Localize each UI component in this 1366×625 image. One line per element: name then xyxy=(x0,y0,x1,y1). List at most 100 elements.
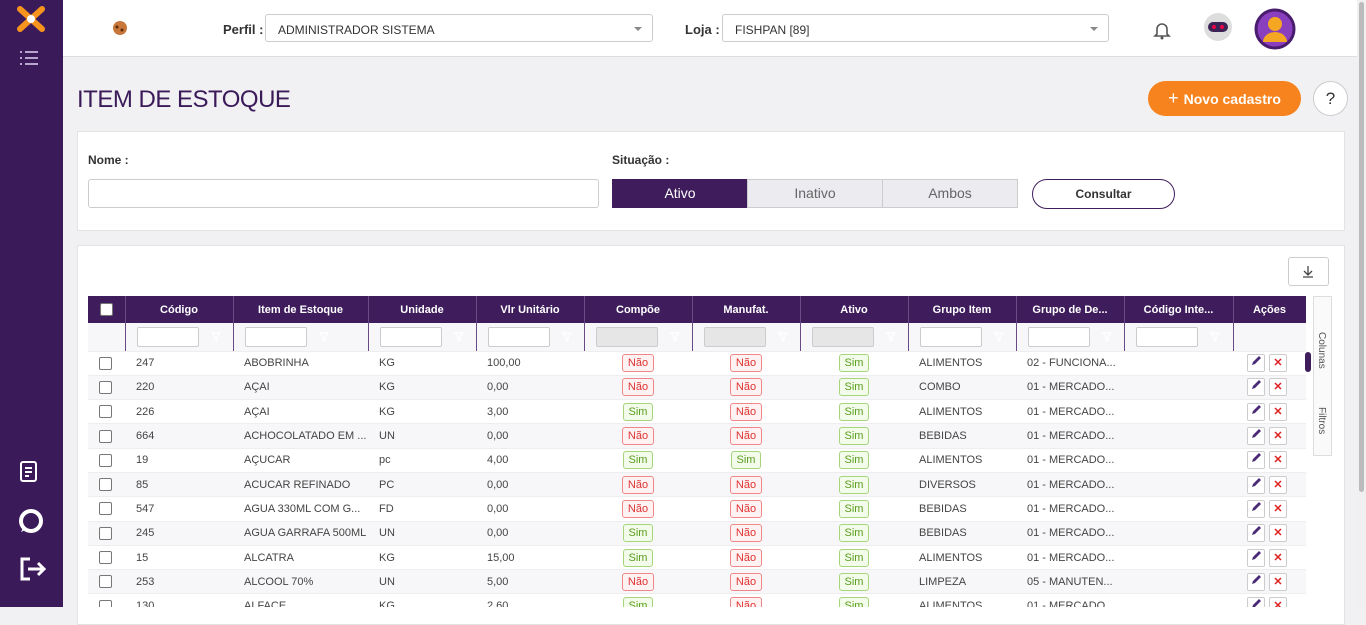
column-filter-input[interactable] xyxy=(1135,326,1198,347)
logout-icon[interactable] xyxy=(18,556,48,582)
cell-text: AGUA 330ML COM G... xyxy=(244,502,361,515)
row-select[interactable] xyxy=(88,593,125,607)
column-filter-input[interactable] xyxy=(379,326,442,347)
row-select[interactable] xyxy=(88,375,125,401)
table-cell: Não xyxy=(692,569,800,595)
column-filter-input[interactable] xyxy=(919,326,982,347)
cell-text: 0,00 xyxy=(487,478,509,491)
edit-button[interactable] xyxy=(1247,451,1265,470)
report-icon[interactable] xyxy=(19,460,41,484)
table-cell: 3,00 xyxy=(476,399,584,425)
new-button[interactable]: + Novo cadastro xyxy=(1148,81,1301,116)
column-header[interactable]: Vlr Unitário xyxy=(476,296,585,323)
filter-cell xyxy=(1016,323,1125,352)
delete-button[interactable]: ✕ xyxy=(1269,548,1287,567)
cell-text: 226 xyxy=(136,405,155,418)
table-cell: Não xyxy=(584,351,692,376)
column-filter-input[interactable] xyxy=(595,326,658,347)
status-option[interactable]: Ambos xyxy=(882,179,1018,208)
edit-button[interactable] xyxy=(1247,597,1265,607)
table-cell xyxy=(1124,521,1233,546)
table-scroll-thumb[interactable] xyxy=(1305,352,1311,372)
table-cell: ALFACE xyxy=(233,593,368,607)
edit-button[interactable] xyxy=(1247,427,1265,446)
row-select[interactable] xyxy=(88,569,125,595)
table-cell: 01 - MERCADO... xyxy=(1016,496,1124,522)
row-select[interactable] xyxy=(88,545,125,571)
delete-button[interactable]: ✕ xyxy=(1269,354,1287,373)
column-filter-input[interactable] xyxy=(703,326,766,347)
column-filter-input[interactable] xyxy=(487,326,550,347)
row-select[interactable] xyxy=(88,399,125,425)
select-all-cell[interactable] xyxy=(88,296,126,323)
whatsapp-icon[interactable] xyxy=(17,507,45,535)
status-badge: Sim xyxy=(838,499,870,518)
row-select[interactable] xyxy=(88,423,125,449)
store-select[interactable]: FISHPAN [89] xyxy=(722,14,1109,42)
column-header[interactable]: Grupo Item xyxy=(908,296,1017,323)
edit-button[interactable] xyxy=(1247,572,1265,591)
filter-cell xyxy=(368,323,477,352)
column-header[interactable]: Código Inte... xyxy=(1124,296,1234,323)
status-badge: Não xyxy=(621,572,655,591)
delete-button[interactable]: ✕ xyxy=(1269,451,1287,470)
table-row: 15 ALCATRA KG 15,00 Sim Não Sim ALIMENTOS 01 - M… xyxy=(88,545,1306,571)
column-filter-input[interactable] xyxy=(1027,326,1090,347)
row-select[interactable] xyxy=(88,496,125,522)
delete-button[interactable]: ✕ xyxy=(1269,427,1287,446)
delete-button[interactable]: ✕ xyxy=(1269,524,1287,543)
column-header[interactable]: Grupo de De... xyxy=(1016,296,1125,323)
cell-text: AÇAI xyxy=(244,381,270,394)
edit-button[interactable] xyxy=(1247,354,1265,373)
scrollbar[interactable] xyxy=(1357,0,1366,607)
table-row: 547 AGUA 330ML COM G... FD 0,00 Não Não Sim BEB… xyxy=(88,496,1306,522)
edit-button[interactable] xyxy=(1247,499,1265,518)
side-tab[interactable]: Filtros xyxy=(1316,407,1327,435)
row-select[interactable] xyxy=(88,521,125,546)
menu-icon[interactable] xyxy=(19,50,39,66)
column-filter-input[interactable] xyxy=(811,326,874,347)
delete-button[interactable]: ✕ xyxy=(1269,597,1287,607)
help-button[interactable]: ? xyxy=(1313,81,1348,116)
cell-text: 15 xyxy=(136,551,149,564)
search-button[interactable]: Consultar xyxy=(1032,179,1175,209)
edit-button[interactable] xyxy=(1247,548,1265,567)
edit-button[interactable] xyxy=(1247,475,1265,494)
column-header[interactable]: Unidade xyxy=(368,296,477,323)
status-option[interactable]: Inativo xyxy=(747,179,883,208)
row-select[interactable] xyxy=(88,472,125,498)
table-cell: Sim xyxy=(800,545,908,571)
delete-button[interactable]: ✕ xyxy=(1269,572,1287,591)
profile-label: Perfil : xyxy=(223,22,264,37)
user-avatar[interactable] xyxy=(1254,8,1296,50)
table-cell: KG xyxy=(368,351,476,376)
status-option[interactable]: Ativo xyxy=(612,179,748,208)
column-header[interactable]: Manufat. xyxy=(692,296,801,323)
edit-button[interactable] xyxy=(1247,524,1265,543)
filter-cell xyxy=(476,323,585,352)
profile-select[interactable]: ADMINISTRADOR SISTEMA xyxy=(265,14,653,42)
column-header[interactable]: Item de Estoque xyxy=(233,296,369,323)
cell-text: 3,00 xyxy=(487,405,509,418)
column-filter-input[interactable] xyxy=(244,326,307,347)
export-button[interactable] xyxy=(1288,257,1329,286)
column-header[interactable]: Código xyxy=(125,296,234,323)
side-tab[interactable]: Colunas xyxy=(1316,332,1327,369)
delete-button[interactable]: ✕ xyxy=(1269,378,1287,397)
edit-button[interactable] xyxy=(1247,378,1265,397)
robot-avatar[interactable] xyxy=(1200,10,1236,48)
delete-button[interactable]: ✕ xyxy=(1269,402,1287,421)
table-cell: AÇAI xyxy=(233,375,368,401)
bell-icon[interactable] xyxy=(1153,20,1171,40)
row-select[interactable] xyxy=(88,448,125,473)
table-cell: ALCATRA xyxy=(233,545,368,571)
column-header[interactable]: Ativo xyxy=(800,296,909,323)
delete-button[interactable]: ✕ xyxy=(1269,475,1287,494)
status-badge: Não xyxy=(621,499,655,518)
column-filter-input[interactable] xyxy=(136,326,199,347)
column-header[interactable]: Compõe xyxy=(584,296,693,323)
delete-button[interactable]: ✕ xyxy=(1269,499,1287,518)
name-input[interactable] xyxy=(88,179,599,208)
row-select[interactable] xyxy=(88,351,125,376)
edit-button[interactable] xyxy=(1247,402,1265,421)
